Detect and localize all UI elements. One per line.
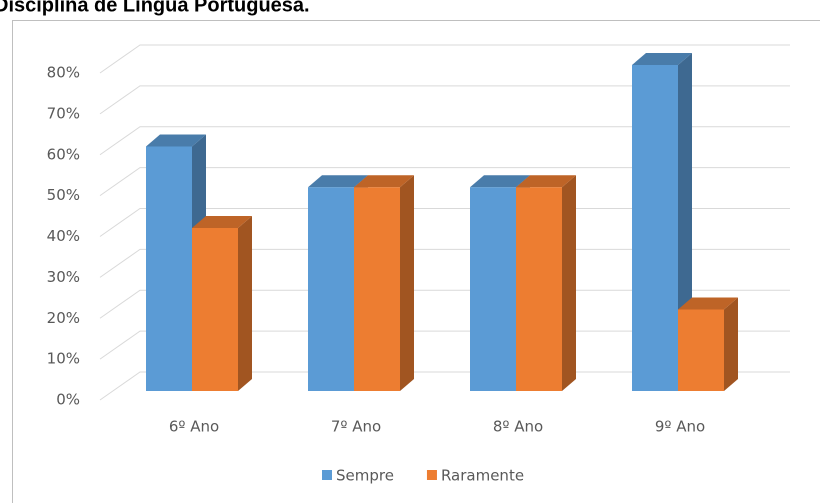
bar — [354, 187, 400, 391]
y-tick-label: 70% — [47, 104, 80, 122]
grid-line — [99, 85, 790, 115]
grid-line — [99, 126, 790, 156]
bar-side — [238, 216, 252, 391]
y-tick-label: 10% — [47, 350, 80, 368]
bar-top — [192, 216, 252, 228]
y-tick-label: 50% — [47, 186, 80, 204]
bar-top — [678, 297, 738, 310]
y-tick-label: 60% — [47, 145, 80, 163]
bar-side — [400, 175, 414, 391]
legend-swatch — [322, 470, 332, 480]
bar — [632, 65, 678, 391]
y-tick-label: 80% — [47, 64, 80, 82]
bar — [192, 228, 238, 391]
grid-line — [99, 44, 790, 74]
x-tick-label: 8º Ano — [493, 418, 543, 436]
x-tick-label: 7º Ano — [331, 418, 381, 436]
y-tick-label: 40% — [47, 227, 80, 245]
y-tick-label: 0% — [56, 391, 80, 409]
y-tick-label: 20% — [47, 309, 80, 327]
bar — [308, 187, 354, 391]
y-tick-label: 30% — [47, 268, 80, 286]
bar-top — [516, 175, 576, 188]
bar-top — [308, 175, 368, 188]
legend-label: Raramente — [441, 467, 524, 485]
bar-side — [724, 297, 738, 391]
x-tick-label: 6º Ano — [169, 418, 219, 436]
bar — [146, 146, 192, 391]
bar — [470, 187, 516, 391]
bar — [678, 309, 724, 391]
bar-top — [146, 134, 206, 147]
bar — [516, 187, 562, 391]
bar-top — [632, 53, 692, 65]
bar-top — [470, 175, 530, 188]
grid-line — [99, 167, 790, 197]
x-tick-label: 9º Ano — [655, 418, 705, 436]
legend-label: Sempre — [336, 467, 394, 485]
bar-side — [562, 175, 576, 391]
chart-title: Disciplina de Língua Portuguesa. — [0, 0, 310, 16]
bar-top — [354, 175, 414, 188]
legend-swatch — [426, 470, 437, 480]
